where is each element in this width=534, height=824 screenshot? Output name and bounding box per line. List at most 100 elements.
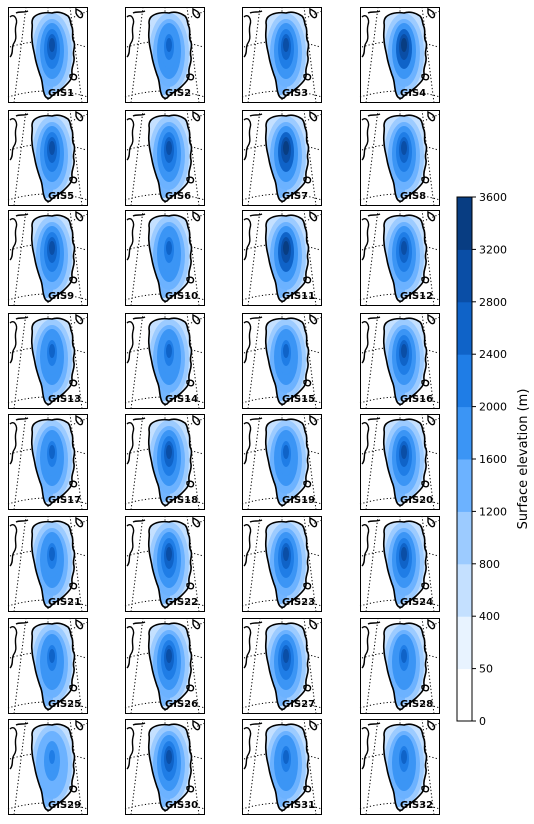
ice-sheet-elevation	[265, 318, 309, 405]
panel-frame	[125, 414, 205, 510]
panel-frame	[360, 516, 440, 612]
map-panel: GIS23	[241, 515, 323, 613]
ice-sheet-elevation	[265, 115, 309, 202]
ice-sheet-elevation	[383, 623, 427, 710]
ice-sheet-elevation	[148, 318, 192, 405]
colorbar-tick-label: 3600	[479, 191, 507, 204]
panel-frame	[125, 313, 205, 409]
panel-label: GIS14	[165, 394, 198, 405]
coastline-islands	[126, 7, 201, 81]
map-panel: GIS14	[124, 312, 206, 410]
panel-label: GIS3	[282, 88, 308, 99]
ice-sheet-elevation	[31, 318, 75, 405]
map-panel: GIS26	[124, 617, 206, 715]
coastline-islands	[9, 414, 84, 488]
coastline-islands	[361, 719, 436, 793]
panel-label: GIS24	[400, 597, 433, 608]
panel-frame	[242, 516, 322, 612]
coastline-islands	[9, 110, 84, 184]
panel-label: GIS4	[400, 88, 426, 99]
panel-label: GIS15	[282, 394, 315, 405]
colorbar-segment	[457, 459, 472, 512]
colorbar-segment	[457, 668, 472, 722]
panel-label: GIS21	[48, 597, 81, 608]
panel-frame	[242, 110, 322, 206]
panel-frame	[242, 313, 322, 409]
ice-sheet-elevation	[383, 318, 427, 405]
panel-label: GIS13	[48, 394, 81, 405]
panel-frame	[8, 719, 88, 815]
coastline-islands	[243, 719, 318, 793]
panel-label: GIS16	[400, 394, 433, 405]
panel-frame	[242, 210, 322, 306]
colorbar-tick-label: 50	[479, 663, 493, 676]
coastline-islands	[361, 414, 436, 488]
map-panel: GIS30	[124, 718, 206, 816]
panel-label: GIS2	[165, 88, 191, 99]
colorbar-tick-label: 3200	[479, 243, 507, 256]
panel-label: GIS11	[282, 291, 315, 302]
map-panel: GIS24	[359, 515, 441, 613]
map-panel: GIS21	[7, 515, 89, 613]
map-panel: GIS20	[359, 413, 441, 511]
ice-sheet-elevation	[265, 419, 309, 506]
panel-label: GIS1	[48, 88, 74, 99]
ice-sheet-elevation	[148, 115, 192, 202]
panel-frame	[360, 210, 440, 306]
panel-frame	[8, 618, 88, 714]
coastline-islands	[361, 210, 436, 284]
coastline-islands	[9, 719, 84, 793]
panel-label: GIS6	[165, 191, 191, 202]
panel-frame	[360, 414, 440, 510]
panel-label: GIS27	[282, 699, 315, 710]
coastline-islands	[126, 210, 201, 284]
panel-frame	[360, 719, 440, 815]
coastline-islands	[361, 7, 436, 81]
panel-label: GIS22	[165, 597, 198, 608]
coastline-islands	[126, 516, 201, 590]
map-panel: GIS7	[241, 109, 323, 207]
coastline-islands	[9, 210, 84, 284]
map-panel: GIS29	[7, 718, 89, 816]
colorbar-segment	[457, 406, 472, 460]
ice-sheet-elevation	[383, 115, 427, 202]
map-panel: GIS13	[7, 312, 89, 410]
colorbar-segment	[457, 616, 472, 670]
panel-label: GIS19	[282, 495, 315, 506]
panel-frame	[360, 110, 440, 206]
map-panel: GIS19	[241, 413, 323, 511]
colorbar-tick-label: 2800	[479, 296, 507, 309]
map-panel: GIS15	[241, 312, 323, 410]
panel-frame	[8, 210, 88, 306]
map-panel: GIS8	[359, 109, 441, 207]
coastline-islands	[243, 516, 318, 590]
coastline-islands	[243, 618, 318, 692]
panel-frame	[242, 618, 322, 714]
panel-frame	[125, 618, 205, 714]
coastline-islands	[9, 7, 84, 81]
ice-sheet-elevation	[265, 521, 309, 608]
panel-label: GIS18	[165, 495, 198, 506]
colorbar-tick-label: 2400	[479, 348, 507, 361]
panel-frame	[8, 414, 88, 510]
panel-label: GIS28	[400, 699, 433, 710]
colorbar-segment	[457, 511, 472, 565]
panel-frame	[125, 516, 205, 612]
map-panel: GIS3	[241, 6, 323, 104]
map-panel: GIS9	[7, 209, 89, 307]
coastline-islands	[243, 414, 318, 488]
ice-sheet-elevation	[383, 724, 427, 811]
panel-frame	[8, 7, 88, 103]
panel-frame	[125, 719, 205, 815]
ice-sheet-elevation	[148, 521, 192, 608]
coastline-islands	[361, 313, 436, 387]
panel-frame	[242, 7, 322, 103]
panel-frame	[8, 110, 88, 206]
ice-sheet-elevation	[31, 12, 75, 99]
coastline-islands	[243, 110, 318, 184]
coastline-islands	[9, 618, 84, 692]
coastline-islands	[126, 719, 201, 793]
map-panel: GIS16	[359, 312, 441, 410]
panel-frame	[125, 7, 205, 103]
ice-sheet-elevation	[265, 215, 309, 302]
